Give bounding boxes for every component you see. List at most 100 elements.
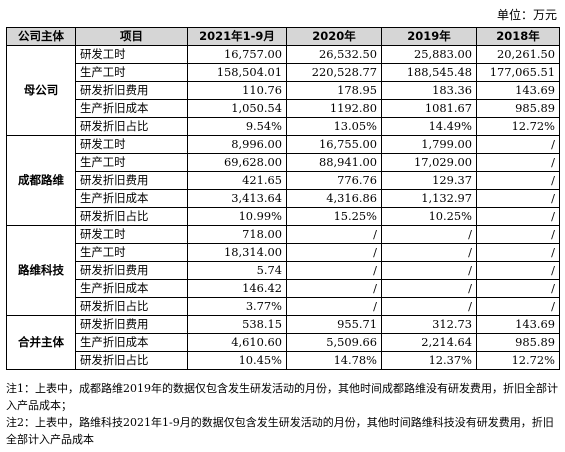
item-cell: 生产工时 <box>75 63 188 82</box>
value-cell: 25,883.00 <box>381 45 477 64</box>
item-cell: 研发工时 <box>75 225 188 244</box>
entity-cell: 母公司 <box>6 45 76 136</box>
value-cell: / <box>381 243 477 262</box>
value-cell: / <box>476 297 560 316</box>
value-cell: / <box>476 261 560 280</box>
value-cell: 16,757.00 <box>187 45 287 64</box>
value-cell: 69,628.00 <box>187 153 287 172</box>
value-cell: 188,545.48 <box>381 63 477 82</box>
value-cell: / <box>381 261 477 280</box>
table-row: 生产折旧成本 1,050.54 1192.80 1081.67 985.89 <box>7 99 560 118</box>
value-cell: 88,941.00 <box>286 153 382 172</box>
value-cell: / <box>476 189 560 208</box>
table-row: 生产折旧成本 146.42// / <box>7 279 560 298</box>
table-row: 研发折旧占比 9.54% 13.05% 14.49% 12.72% <box>7 117 560 136</box>
value-cell: 4,610.60 <box>187 333 287 352</box>
value-cell: / <box>286 297 382 316</box>
value-cell: 12.37% <box>381 351 477 370</box>
value-cell: / <box>286 261 382 280</box>
value-cell: 10.99% <box>187 207 287 226</box>
value-cell: 8,996.00 <box>187 135 287 154</box>
value-cell: 183.36 <box>381 81 477 100</box>
item-cell: 生产工时 <box>75 243 188 262</box>
value-cell: 2,214.64 <box>381 333 477 352</box>
item-cell: 研发折旧费用 <box>75 171 188 190</box>
value-cell: 18,314.00 <box>187 243 287 262</box>
value-cell: / <box>476 279 560 298</box>
value-cell: 26,532.50 <box>286 45 382 64</box>
entity-cell: 成都路维 <box>6 135 76 226</box>
footnotes: 注1：上表中，成都路维2019年的数据仅包含发生研发活动的月份，其他时间成都路维… <box>6 380 559 448</box>
table-row: 生产工时 158,504.01 220,528.77 188,545.48 177,06… <box>7 63 560 82</box>
item-cell: 研发折旧费用 <box>75 81 188 100</box>
item-cell: 生产折旧成本 <box>75 333 188 352</box>
value-cell: 143.69 <box>476 81 560 100</box>
value-cell: 421.65 <box>187 171 287 190</box>
col-header-2020: 2020年 <box>286 27 382 46</box>
value-cell: 718.00 <box>187 225 287 244</box>
value-cell: 110.76 <box>187 81 287 100</box>
value-cell: 13.05% <box>286 117 382 136</box>
item-cell: 生产工时 <box>75 153 188 172</box>
entity-cell: 路维科技 <box>6 225 76 316</box>
col-header-item: 项目 <box>75 27 188 46</box>
value-cell: 5.74 <box>187 261 287 280</box>
depreciation-table: 公司主体 项目 2021年1-9月 2020年 2019年 2018年 母公司研… <box>6 27 560 370</box>
value-cell: 538.15 <box>187 315 287 334</box>
value-cell: / <box>381 279 477 298</box>
table-header-row: 公司主体 项目 2021年1-9月 2020年 2019年 2018年 <box>6 27 560 46</box>
table-row: 成都路维 研发工时 8,996.00 16,755.00 1,799.00/ <box>6 135 560 226</box>
footnote: 注1：上表中，成都路维2019年的数据仅包含发生研发活动的月份，其他时间成都路维… <box>6 382 558 412</box>
item-cell: 研发折旧占比 <box>75 351 188 370</box>
col-header-2019: 2019年 <box>381 27 477 46</box>
table-row: 研发折旧占比 10.45% 14.78% 12.37% 12.72% <box>7 351 560 370</box>
value-cell: 12.72% <box>476 351 560 370</box>
value-cell: 158,504.01 <box>187 63 287 82</box>
value-cell: 1,799.00 <box>381 135 477 154</box>
value-cell: 985.89 <box>476 99 560 118</box>
table-row: 研发折旧占比 3.77% / / / <box>7 297 560 316</box>
value-cell: 12.72% <box>476 117 560 136</box>
table-row: 研发折旧费用 110.76 178.95 183.36 143.69 <box>7 81 560 100</box>
value-cell: 1,132.97 <box>381 189 477 208</box>
table-row: 合并主体 研发折旧费用 538.15 955.71 312.73 143.69 <box>6 315 560 370</box>
value-cell: 129.37 <box>381 171 477 190</box>
table-row: 研发折旧占比 10.99% 15.25% 10.25% / <box>7 207 560 226</box>
value-cell: 1,050.54 <box>187 99 287 118</box>
value-cell: 15.25% <box>286 207 382 226</box>
value-cell: 776.76 <box>286 171 382 190</box>
table-row: 母公司 研发工时 16,757.00 26,532.50 25,883.00 20,261… <box>6 45 560 136</box>
table-row: 生产折旧成本 4,610.60 5,509.66 2,214.64 985.89 <box>7 333 560 352</box>
footnote: 注2：上表中，路维科技2021年1-9月的数据仅包含发生研发活动的月份，其他时间… <box>6 416 554 446</box>
value-cell: 146.42 <box>187 279 287 298</box>
item-cell: 研发折旧占比 <box>75 117 188 136</box>
value-cell: 312.73 <box>381 315 477 334</box>
value-cell: / <box>476 153 560 172</box>
value-cell: / <box>476 135 560 154</box>
value-cell: / <box>286 243 382 262</box>
item-cell: 生产折旧成本 <box>75 279 188 298</box>
value-cell: 3.77% <box>187 297 287 316</box>
table-row: 生产工时 18,314.00// / <box>7 243 560 262</box>
value-cell: 10.45% <box>187 351 287 370</box>
value-cell: 16,755.00 <box>286 135 382 154</box>
col-header-2018: 2018年 <box>476 27 560 46</box>
value-cell: 1192.80 <box>286 99 382 118</box>
value-cell: 178.95 <box>286 81 382 100</box>
value-cell: / <box>476 171 560 190</box>
value-cell: 3,413.64 <box>187 189 287 208</box>
value-cell: 1081.67 <box>381 99 477 118</box>
value-cell: 9.54% <box>187 117 287 136</box>
col-header-2021q3: 2021年1-9月 <box>187 27 287 46</box>
value-cell: 14.78% <box>286 351 382 370</box>
table-row: 路维科技 研发工时 718.00// / <box>6 225 560 316</box>
value-cell: 5,509.66 <box>286 333 382 352</box>
value-cell: 143.69 <box>476 315 560 334</box>
item-cell: 研发折旧占比 <box>75 207 188 226</box>
value-cell: / <box>476 225 560 244</box>
value-cell: / <box>381 225 477 244</box>
value-cell: / <box>286 225 382 244</box>
value-cell: / <box>476 243 560 262</box>
value-cell: 14.49% <box>381 117 477 136</box>
value-cell: / <box>381 297 477 316</box>
